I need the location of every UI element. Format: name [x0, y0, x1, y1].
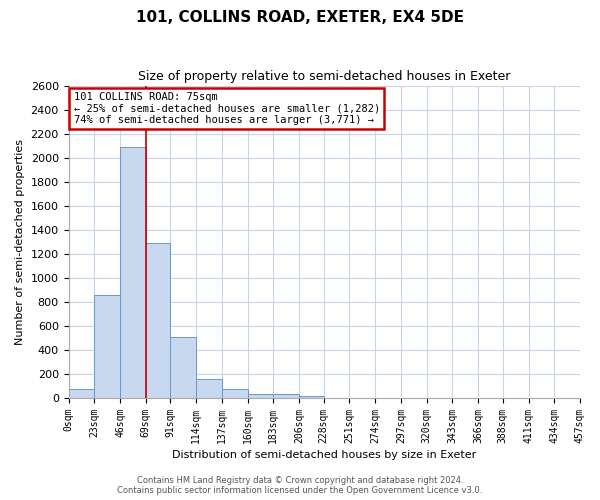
Bar: [146, 243, 170, 398]
Bar: [68, 389, 94, 398]
Bar: [248, 394, 274, 398]
Bar: [170, 337, 196, 398]
Title: Size of property relative to semi-detached houses in Exeter: Size of property relative to semi-detach…: [138, 70, 511, 83]
Bar: [196, 379, 222, 398]
X-axis label: Distribution of semi-detached houses by size in Exeter: Distribution of semi-detached houses by …: [172, 450, 476, 460]
Y-axis label: Number of semi-detached properties: Number of semi-detached properties: [15, 139, 25, 345]
Bar: [94, 296, 120, 398]
Text: Contains HM Land Registry data © Crown copyright and database right 2024.
Contai: Contains HM Land Registry data © Crown c…: [118, 476, 482, 495]
Text: 101 COLLINS ROAD: 75sqm
← 25% of semi-detached houses are smaller (1,282)
74% of: 101 COLLINS ROAD: 75sqm ← 25% of semi-de…: [74, 92, 380, 125]
Bar: [299, 396, 324, 398]
Bar: [274, 394, 299, 398]
Text: 101, COLLINS ROAD, EXETER, EX4 5DE: 101, COLLINS ROAD, EXETER, EX4 5DE: [136, 10, 464, 25]
Bar: [222, 389, 248, 398]
Bar: [120, 147, 146, 398]
